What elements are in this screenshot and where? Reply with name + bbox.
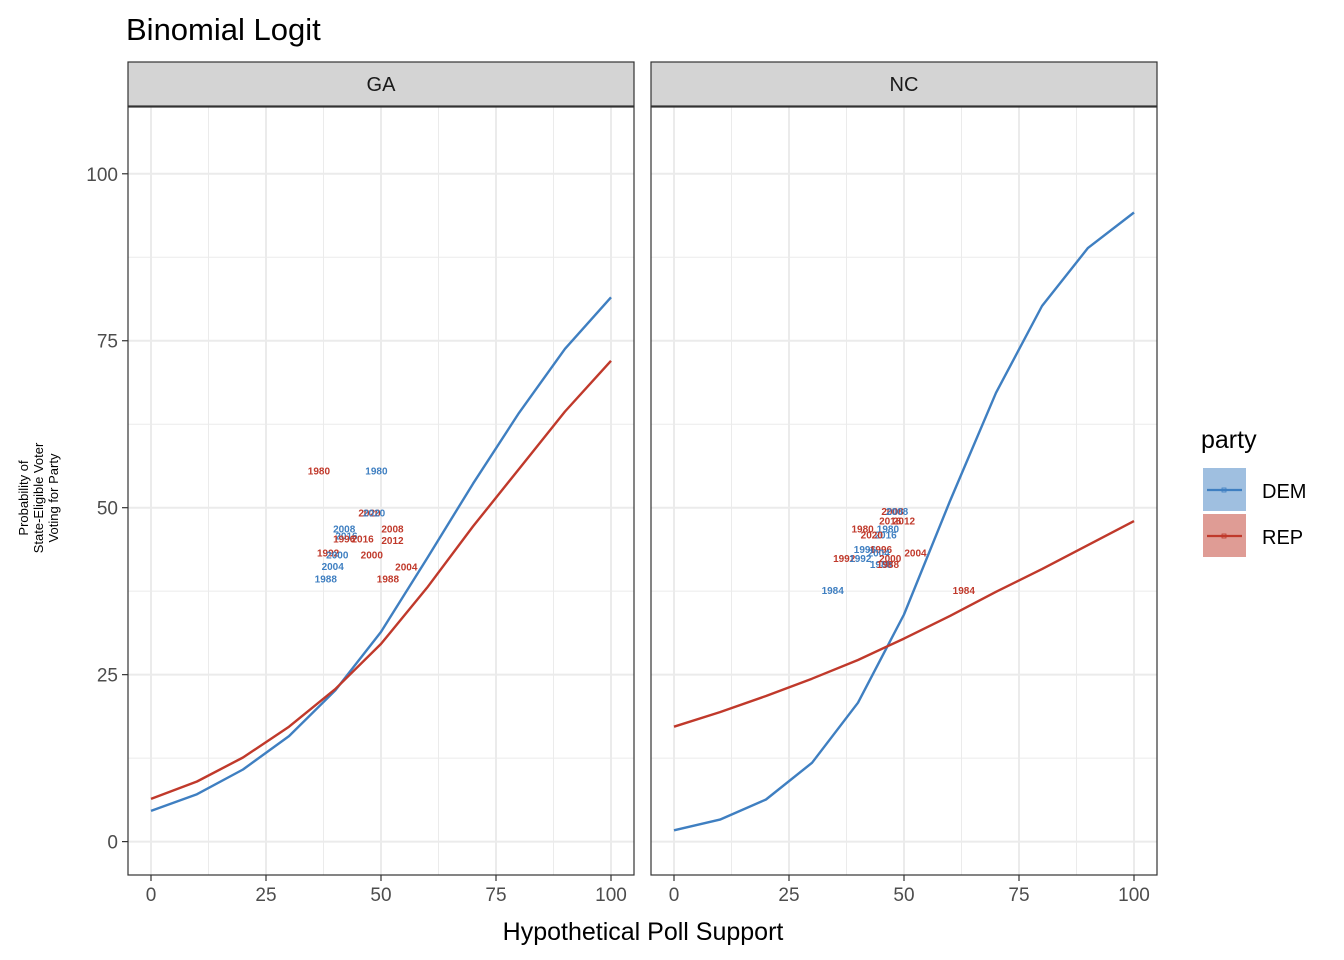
y-tick-label: 25	[97, 666, 118, 687]
year-label-dem: 2000	[326, 550, 349, 561]
year-label-dem: 2020	[363, 508, 386, 519]
legend-point-dem	[1221, 487, 1227, 493]
year-label-rep: 2012	[381, 536, 404, 547]
year-label-rep: 1988	[877, 560, 900, 571]
facet-strip-label-ga: GA	[367, 74, 397, 96]
year-label-dem: 1988	[315, 574, 338, 585]
year-label-dem: 1984	[822, 586, 845, 597]
year-label-rep: 2008	[381, 524, 404, 535]
x-tick-label: 0	[146, 885, 157, 906]
year-label-rep: 2004	[904, 548, 927, 559]
y-tick-label: 50	[97, 499, 118, 520]
series-line-dem	[673, 211, 1135, 832]
legend-key-rep: REP	[1203, 514, 1303, 557]
year-label-rep: 2016	[879, 516, 902, 527]
year-label-rep: 2020	[358, 508, 381, 519]
chart-title: Binomial Logit	[126, 12, 321, 47]
year-label-rep: 2004	[395, 562, 418, 573]
year-label-rep: 1980	[851, 524, 874, 535]
year-label-rep: 1992	[317, 548, 340, 559]
facet-strip-nc	[650, 61, 1158, 107]
year-label-dem: 2004	[322, 562, 345, 573]
year-label-dem: 1996	[854, 545, 877, 556]
year-label-dem: 1980	[877, 524, 900, 535]
year-label-rep: 2012	[893, 516, 916, 527]
x-tick-label: 75	[485, 885, 506, 906]
y-axis-title-line-3: Voting for Party	[46, 453, 61, 542]
x-tick-label: 50	[370, 885, 391, 906]
year-label-dem: 1980	[365, 466, 388, 477]
y-axis-title-line-1: Probability of	[16, 460, 31, 536]
x-tick-label: 100	[1118, 885, 1150, 906]
year-label-dem: 2004	[868, 548, 891, 559]
year-label-rep: 1996	[870, 545, 893, 556]
x-tick-label: 25	[255, 885, 276, 906]
legend-title: party	[1201, 426, 1257, 454]
facet-strip-ga	[127, 61, 635, 107]
year-label-dem: 1992	[849, 554, 872, 565]
year-label-dem: 2008	[333, 524, 356, 535]
series-line-rep	[673, 520, 1135, 728]
series-line-rep	[150, 359, 612, 801]
x-tick-label: 100	[595, 885, 627, 906]
y-tick-label: 100	[86, 165, 118, 186]
y-tick-label: 75	[97, 332, 118, 353]
series-line-dem	[150, 296, 612, 813]
year-label-rep: 2020	[861, 530, 884, 541]
legend: party DEM REP	[1201, 426, 1306, 557]
x-tick-label: 0	[669, 885, 680, 906]
year-label-rep: 2008	[881, 507, 904, 518]
legend-label-rep: REP	[1262, 527, 1303, 549]
year-label-rep: 2000	[361, 550, 384, 561]
y-axis-title: Probability of State-Eligible Voter Voti…	[16, 442, 61, 553]
legend-point-rep	[1221, 533, 1227, 539]
x-tick-label: 25	[778, 885, 799, 906]
y-axis-title-line-2: State-Eligible Voter	[31, 442, 46, 553]
legend-label-dem: DEM	[1262, 481, 1306, 503]
year-label-rep: 1992	[833, 554, 856, 565]
year-label-rep: 2016	[351, 534, 374, 545]
x-tick-label: 50	[893, 885, 914, 906]
year-label-dem: 1988	[870, 560, 893, 571]
year-label-dem: 2016	[874, 530, 897, 541]
year-label-rep: 1980	[308, 466, 331, 477]
y-tick-label: 0	[107, 833, 118, 854]
year-label-rep: 2000	[879, 554, 902, 565]
year-label-rep: 1996	[333, 534, 356, 545]
x-tick-label: 75	[1008, 885, 1029, 906]
year-label-rep: 1984	[953, 586, 976, 597]
year-label-rep: 1988	[377, 574, 400, 585]
facet-strip-label-nc: NC	[890, 74, 919, 96]
x-axis-title: Hypothetical Poll Support	[503, 918, 784, 946]
year-label-dem: 2008	[886, 507, 909, 518]
year-label-dem: 2016	[335, 532, 358, 543]
legend-key-dem: DEM	[1203, 468, 1306, 511]
